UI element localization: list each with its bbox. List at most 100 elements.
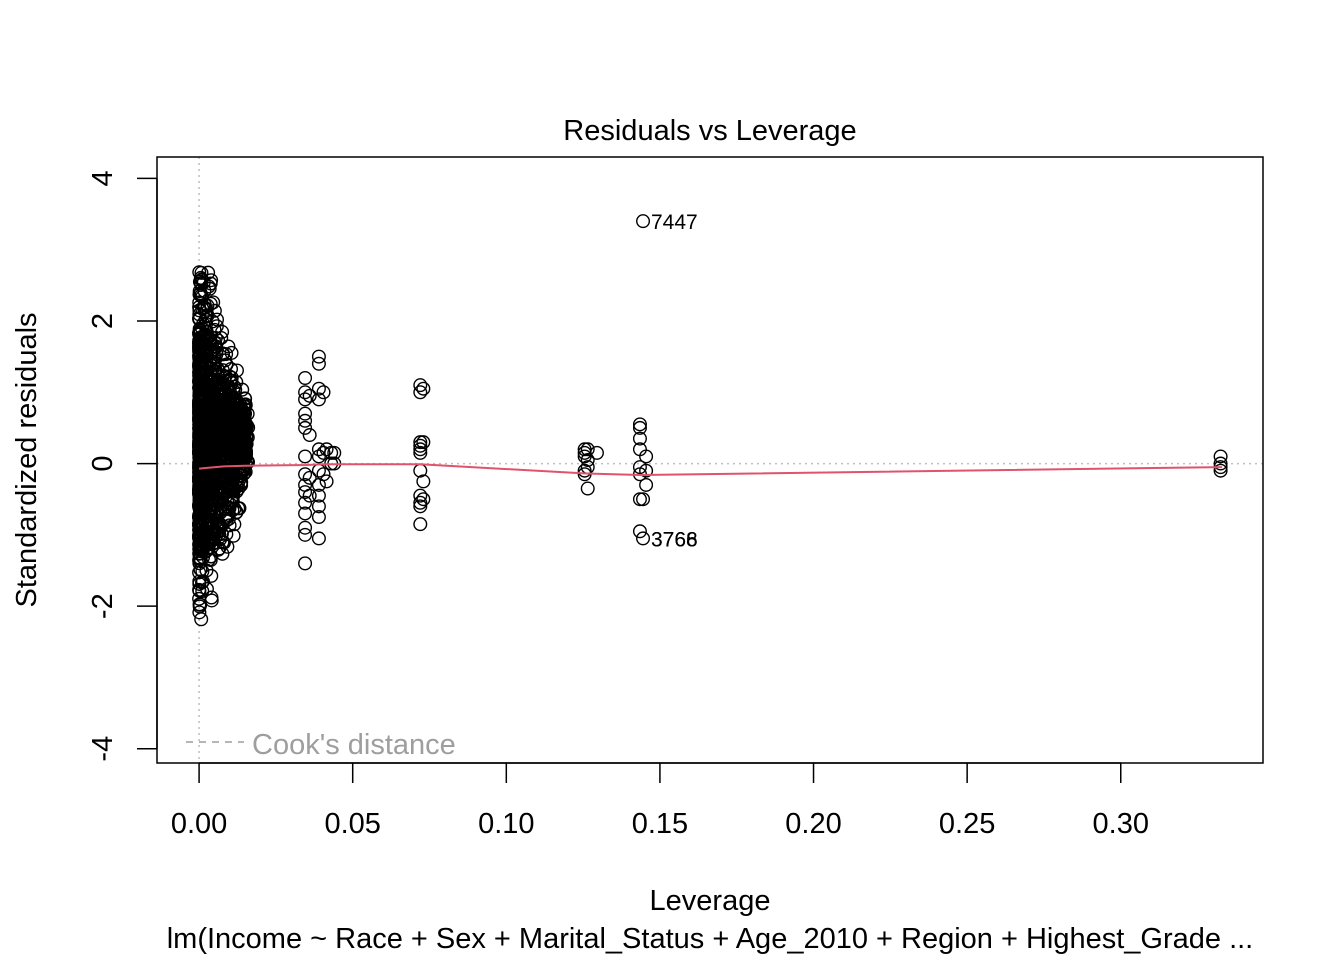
data-point: [196, 550, 211, 565]
data-point: [316, 467, 331, 482]
data-point: [632, 420, 647, 435]
data-point: [316, 445, 331, 460]
x-tick-label: 0.05: [324, 808, 380, 840]
data-point: [302, 428, 317, 443]
x-axis: 0.00 0.05 0.10 0.15 0.20 0.25 0.30: [171, 762, 1149, 840]
data-point: [211, 333, 226, 348]
data-point: [416, 435, 431, 450]
data-point: [577, 463, 592, 478]
data-point: [298, 506, 313, 521]
data-point: [302, 470, 317, 485]
data-point: [639, 463, 654, 478]
point-cloud: [192, 214, 1228, 627]
y-axis-title: Standardized residuals: [11, 312, 43, 607]
data-point: [200, 505, 215, 520]
data-point: [221, 500, 236, 515]
data-point: [589, 445, 604, 460]
chart-title: Residuals vs Leverage: [563, 115, 856, 147]
data-point: [324, 445, 339, 460]
data-point: [580, 453, 595, 468]
data-point: [311, 510, 326, 525]
y-tick-label: 0: [87, 456, 119, 472]
data-point: [196, 403, 211, 418]
data-point: [214, 388, 229, 403]
data-point: [298, 392, 313, 407]
data-point: [192, 339, 207, 354]
data-point: [197, 410, 212, 425]
data-point: [311, 349, 326, 364]
data-point: [194, 428, 209, 443]
data-point: [1213, 463, 1228, 478]
data-point: [192, 532, 207, 547]
x-tick-label: 0.30: [1093, 808, 1149, 840]
data-point: [192, 358, 207, 373]
data-point: [220, 539, 235, 554]
data-point: [319, 474, 334, 489]
data-point: [302, 388, 317, 403]
data-point: [208, 339, 223, 354]
data-point: [413, 488, 428, 503]
data-point: [236, 422, 251, 437]
data-point: [192, 365, 207, 380]
data-point: [213, 396, 228, 411]
data-point: [208, 377, 223, 392]
data-point: [319, 442, 334, 457]
y-axis: -4 -2 0 2 4: [87, 170, 158, 762]
data-point: [197, 346, 212, 361]
data-point: [203, 276, 218, 291]
data-point: [194, 477, 209, 492]
data-point: [221, 511, 236, 526]
data-point: [298, 420, 313, 435]
data-point: [192, 576, 207, 591]
data-point: [298, 467, 313, 482]
x-axis-title: Leverage: [650, 885, 771, 917]
data-point: [205, 519, 220, 534]
data-point: [203, 296, 218, 311]
point-label: 7447: [651, 211, 698, 234]
x-tick-label: 0.15: [632, 808, 688, 840]
data-point: [204, 392, 219, 407]
data-point: [201, 468, 216, 483]
data-point: [192, 321, 207, 336]
data-point: [298, 449, 313, 464]
data-point: [302, 488, 317, 503]
data-point: [197, 393, 212, 408]
data-point: [298, 371, 313, 386]
data-point: [639, 477, 654, 492]
data-point: [206, 446, 221, 461]
formula-subtitle: lm(Income ~ Race + Sex + Marital_Status …: [167, 923, 1254, 955]
data-point: [298, 495, 313, 510]
data-point: [230, 398, 245, 413]
reference-lines: [157, 157, 1263, 763]
data-point: [316, 385, 331, 400]
data-point: [413, 385, 428, 400]
data-point: [298, 485, 313, 500]
data-point: [298, 556, 313, 571]
data-point: [192, 374, 207, 389]
y-tick-label: -4: [87, 736, 119, 762]
data-point: [192, 582, 207, 597]
data-point: [580, 481, 595, 496]
data-point: [194, 459, 209, 474]
data-point: [413, 438, 428, 453]
data-point: [636, 531, 651, 546]
data-point: [632, 492, 647, 507]
data-point: [218, 370, 233, 385]
data-point: [207, 447, 222, 462]
data-point: [311, 488, 326, 503]
data-point: [201, 361, 216, 376]
data-point: [193, 442, 208, 457]
data-point: [192, 351, 207, 366]
data-point: [224, 475, 239, 490]
data-point: [413, 442, 428, 457]
data-point: [413, 495, 428, 510]
data-point: [203, 553, 218, 568]
data-point: [207, 420, 222, 435]
data-point: [192, 597, 207, 612]
y-tick-label: -2: [87, 593, 119, 619]
data-point: [196, 535, 211, 550]
smoother-layer: [199, 463, 1223, 477]
data-point: [195, 574, 210, 589]
